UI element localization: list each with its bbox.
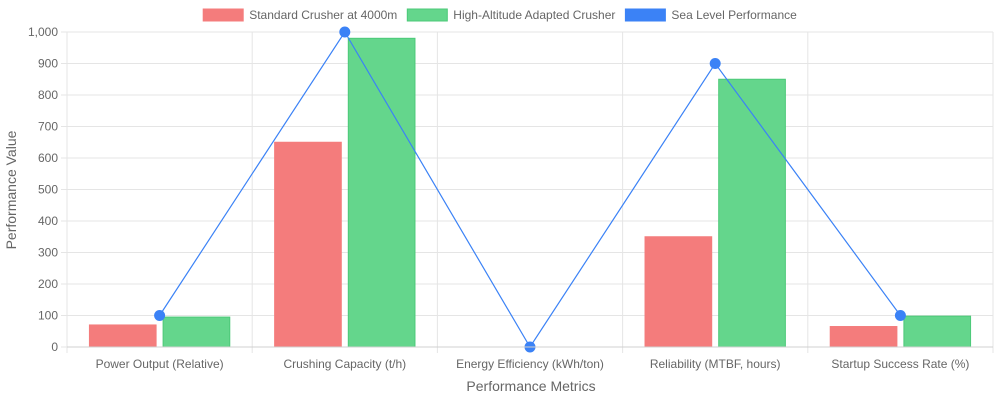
y-tick-label: 500 [38, 183, 58, 197]
bar [88, 324, 157, 348]
y-tick-label: 0 [51, 340, 58, 354]
line-point [709, 58, 721, 69]
x-tick-label: Reliability (MTBF, hours) [650, 357, 781, 371]
y-tick-label: 1,000 [28, 25, 58, 39]
y-tick-label: 800 [38, 88, 58, 102]
bar [903, 315, 972, 348]
legend-swatch [406, 8, 448, 22]
x-tick-label: Power Output (Relative) [96, 357, 224, 371]
x-tick-label: Startup Success Rate (%) [831, 357, 969, 371]
bar [718, 78, 786, 348]
y-tick-label: 300 [38, 246, 58, 260]
y-axis-title: Performance Value [3, 130, 19, 249]
bar [162, 316, 231, 348]
x-tick-label: Energy Efficiency (kWh/ton) [456, 357, 604, 371]
y-tick-label: 700 [38, 120, 58, 134]
y-tick-label: 200 [38, 277, 58, 291]
grid [61, 31, 994, 353]
bar [644, 236, 713, 348]
legend-item[interactable]: High-Altitude Adapted Crusher [406, 8, 615, 22]
legend-swatch [624, 8, 666, 22]
legend-label: High-Altitude Adapted Crusher [453, 8, 615, 22]
legend[interactable]: Standard Crusher at 4000m High-Altitude A… [202, 8, 797, 22]
legend-swatch [202, 8, 244, 22]
y-tick-label: 900 [38, 57, 58, 71]
y-tick-label: 600 [38, 151, 58, 165]
axes: 0 100 200 300 400 500 600 700 800 900 1,000 Power O… [28, 25, 993, 371]
y-tick-label: 100 [38, 309, 58, 323]
x-axis-title: Performance Metrics [466, 378, 595, 394]
bar [347, 37, 416, 348]
line-point [154, 310, 166, 321]
line-point [339, 26, 351, 38]
legend-item[interactable]: Standard Crusher at 4000m [202, 8, 397, 22]
legend-label: Standard Crusher at 4000m [249, 8, 397, 22]
legend-item[interactable]: Sea Level Performance [624, 8, 797, 22]
legend-label: Sea Level Performance [671, 8, 797, 22]
bar [829, 326, 898, 348]
y-tick-label: 400 [38, 214, 58, 228]
line-point [894, 310, 906, 321]
x-tick-label: Crushing Capacity (t/h) [283, 357, 406, 371]
bar [274, 141, 342, 348]
bars [88, 37, 972, 348]
